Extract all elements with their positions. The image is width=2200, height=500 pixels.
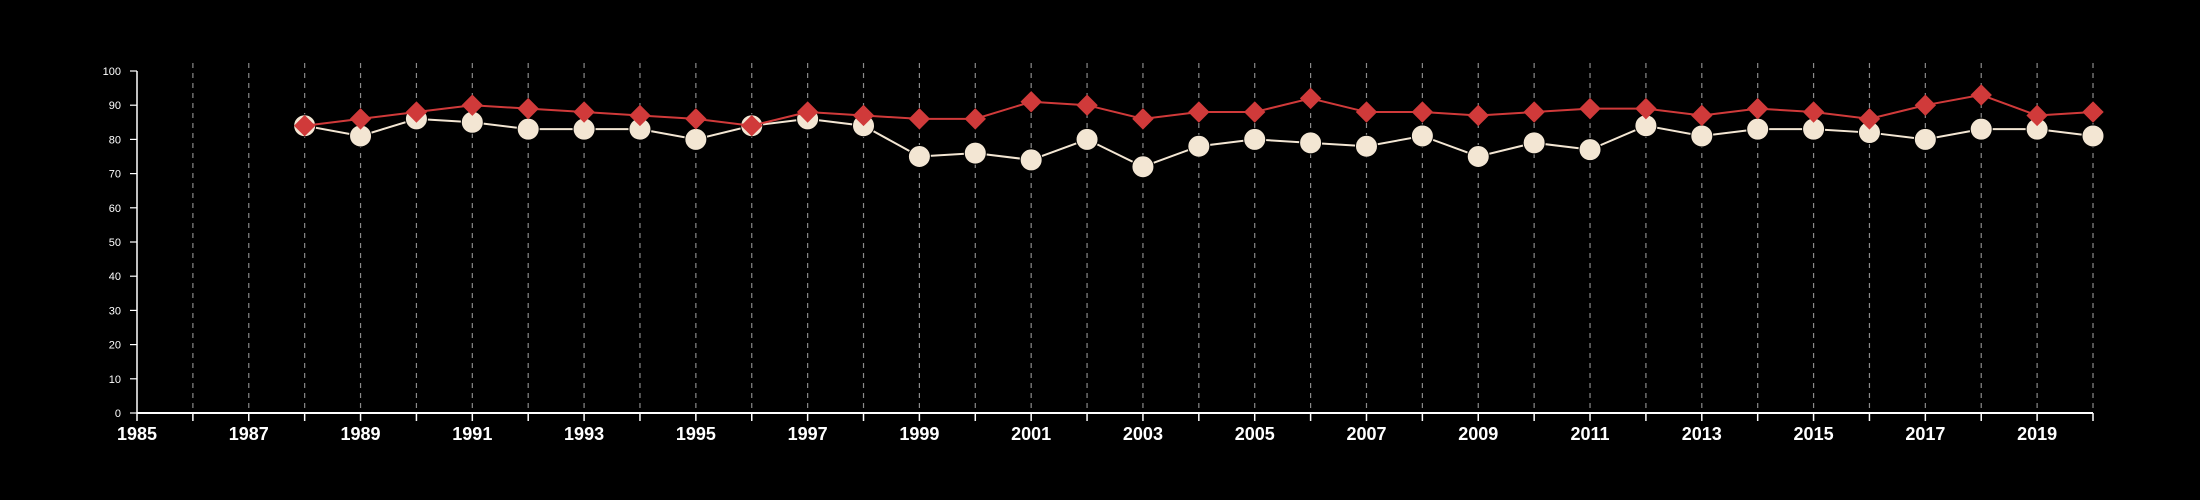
point-diamond-2008 [1411, 101, 1434, 123]
point-diamond-1991 [461, 94, 484, 116]
x-tick-label-1989: 1989 [341, 424, 381, 444]
y-tick-label-30: 30 [109, 305, 121, 317]
point-diamond-2013 [1691, 104, 1713, 127]
grid-lines [192, 63, 2094, 413]
point-diamond-2005 [1244, 101, 1266, 123]
point-diamond-2003 [1132, 108, 1154, 130]
y-tick-label-60: 60 [109, 203, 121, 215]
point-diamond-1995 [685, 108, 707, 130]
point-diamond-2020 [2082, 101, 2104, 123]
point-diamond-1990 [405, 101, 428, 123]
point-diamond-2004 [1188, 101, 1210, 123]
x-tick-label-1993: 1993 [564, 424, 604, 444]
point-diamond-2017 [1914, 94, 1937, 116]
point-circle-2014 [1746, 117, 1770, 141]
point-diamond-2010 [1523, 101, 1545, 123]
point-circle-2018 [1969, 117, 1993, 141]
x-tick-label-2011: 2011 [1570, 424, 1609, 444]
point-circle-2011 [1578, 138, 1602, 162]
point-diamond-2007 [1355, 101, 1378, 123]
point-circle-2008 [1410, 124, 1434, 148]
x-tick-label-2007: 2007 [1346, 424, 1386, 444]
point-diamond-1996 [741, 115, 763, 137]
point-diamond-1994 [629, 104, 651, 127]
point-circle-2006 [1299, 131, 1323, 155]
x-tick-label-1997: 1997 [788, 424, 828, 444]
x-tick-label-2009: 2009 [1458, 424, 1498, 444]
point-diamond-1997 [796, 101, 819, 123]
axes: 0 10 20 30 40 50 60 70 80 90 100 1985 1987 1989 1991 19… [103, 66, 2094, 444]
x-tick-label-1999: 1999 [899, 424, 939, 444]
point-circle-1992 [516, 117, 540, 141]
point-diamond-2015 [1802, 101, 1825, 123]
point-diamond-1988 [293, 115, 316, 137]
x-tick-label-1995: 1995 [676, 424, 716, 444]
x-tick-label-2015: 2015 [1794, 424, 1834, 444]
x-tick-label-2001: 2001 [1011, 424, 1051, 444]
point-diamond-2018 [1970, 84, 1992, 106]
point-diamond-1999 [908, 108, 931, 130]
point-diamond-2001 [1020, 91, 1042, 113]
point-circle-1999 [907, 145, 931, 168]
point-circle-2003 [1131, 155, 1155, 179]
x-tick-label-1987: 1987 [229, 424, 269, 444]
point-diamond-2000 [964, 108, 986, 130]
point-diamond-2002 [1076, 94, 1098, 116]
y-tick-label-80: 80 [109, 134, 121, 146]
point-circle-2013 [1690, 124, 1714, 148]
series-diamond [293, 84, 2104, 137]
point-circle-2000 [963, 141, 987, 165]
point-diamond-1998 [852, 104, 875, 127]
y-tick-label-100: 100 [103, 66, 121, 78]
x-tick-label-2005: 2005 [1235, 424, 1275, 444]
point-diamond-2012 [1635, 97, 1657, 120]
x-tick-label-2019: 2019 [2017, 424, 2057, 444]
x-tick-label-1991: 1991 [452, 424, 492, 444]
point-diamond-1989 [349, 108, 372, 130]
point-diamond-2016 [1858, 108, 1881, 130]
point-circle-2002 [1075, 127, 1099, 151]
y-tick-label-70: 70 [109, 169, 121, 181]
y-tick-label-0: 0 [115, 408, 121, 420]
point-circle-1995 [684, 127, 708, 151]
series-group [293, 84, 2105, 179]
y-tick-label-10: 10 [109, 374, 121, 386]
point-circle-2001 [1019, 148, 1043, 172]
point-diamond-2009 [1467, 104, 1489, 127]
point-circle-2007 [1354, 134, 1378, 158]
point-circle-2009 [1466, 145, 1490, 168]
x-tick-label-2013: 2013 [1682, 424, 1722, 444]
y-tick-label-50: 50 [109, 237, 121, 249]
point-circle-2004 [1187, 134, 1211, 158]
x-tick-label-2017: 2017 [1905, 424, 1945, 444]
point-circle-2010 [1522, 131, 1546, 155]
x-tick-label-1985: 1985 [117, 424, 157, 444]
y-tick-label-40: 40 [109, 271, 121, 283]
point-diamond-1992 [517, 97, 539, 120]
point-diamond-2006 [1299, 87, 1322, 110]
point-diamond-2014 [1746, 97, 1769, 120]
x-tick-label-2003: 2003 [1123, 424, 1163, 444]
y-tick-label-90: 90 [109, 100, 121, 112]
point-diamond-2011 [1579, 97, 1601, 120]
point-circle-2017 [1913, 127, 1937, 151]
point-diamond-1993 [573, 101, 595, 123]
point-circle-2005 [1243, 127, 1267, 151]
point-diamond-2019 [2026, 104, 2048, 127]
y-tick-label-20: 20 [109, 340, 121, 352]
point-circle-2020 [2081, 124, 2105, 148]
